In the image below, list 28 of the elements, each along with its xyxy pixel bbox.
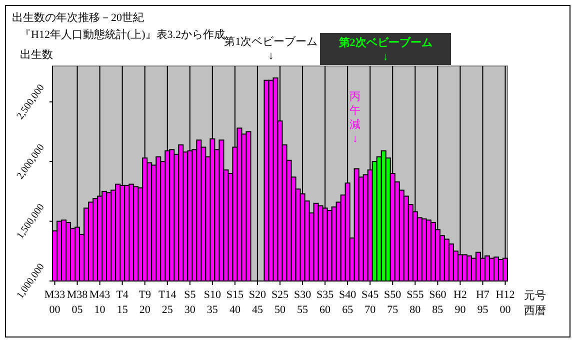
x-tick-label: M33 00 (44, 289, 66, 316)
x-axis-title: 元号西暦 (524, 290, 546, 317)
x-tick-label: H12 00 (496, 289, 515, 316)
x-tick-label: S55 80 (406, 289, 424, 316)
x-tick-label: M38 05 (66, 289, 88, 316)
x-tick-label: H2 90 (453, 289, 467, 316)
x-tick-label: T4 15 (116, 289, 129, 316)
x-tick-label: S25 50 (271, 289, 290, 316)
x-tick-label: S60 85 (429, 289, 447, 316)
text: 第1次ベビーブーム ↓ (224, 35, 318, 62)
x-tick-label: S5 30 (184, 289, 196, 316)
x-tick-label: S15 40 (226, 289, 244, 316)
chart-subtitle: 『H12年人口動態統計(上)』表3.2から作成 (20, 28, 226, 41)
x-tick-label: T9 20 (138, 289, 152, 316)
x-tick-label: H7 95 (476, 289, 490, 316)
x-tick-label: S45 70 (362, 289, 380, 316)
text: 第2次ベビーブーム ↓ (338, 36, 432, 63)
y-axis-title: 出生数 (20, 48, 53, 61)
chart-title: 出生数の年次推移－20世紀 (12, 11, 144, 24)
x-tick-label: S35 60 (316, 289, 334, 316)
x-tick-label: S20 45 (248, 289, 267, 316)
annotation: 丙午減↓ (350, 91, 361, 145)
x-tick-label: T14 25 (158, 289, 177, 316)
x-tick-label: S10 35 (204, 289, 222, 316)
x-tick-label: S40 65 (339, 289, 357, 316)
x-tick-label: S30 55 (294, 289, 312, 316)
x-tick-label: M43 10 (89, 289, 111, 316)
x-tick-label: S50 75 (384, 289, 402, 316)
